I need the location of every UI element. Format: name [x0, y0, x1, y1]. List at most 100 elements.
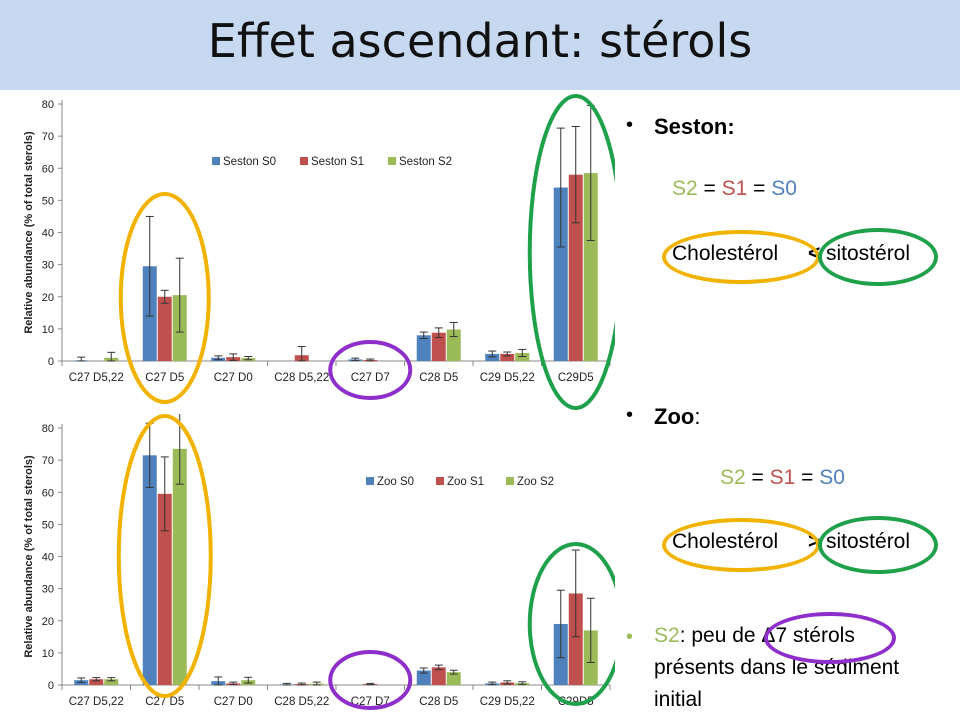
- zoo-eq-s1: S1: [769, 466, 796, 489]
- seston-legend-label: Seston S1: [311, 156, 364, 168]
- seston-legend-swatch: [388, 157, 396, 165]
- seston-y-tick-label: 30: [42, 260, 54, 272]
- seston-legend-label: Seston S2: [399, 156, 452, 168]
- zoo-heading-text: Zoo: [654, 404, 695, 429]
- seston-chart: 0 10 20 30 40 50 60 70 80 Relative abundance (% o…: [23, 94, 615, 410]
- seston-eq-sign1: =: [703, 177, 716, 200]
- zoo-c29d5-highlight-ring: [527, 542, 615, 706]
- zoo-x-tick-label: C27 D7: [351, 696, 390, 708]
- zoo-y-tick-label: 0: [48, 680, 54, 692]
- seston-y-tick-label: 10: [42, 324, 54, 336]
- seston-y-axis-label: Relative abundance (% of total sterols): [23, 131, 35, 334]
- seston-x-tick-label: C27 D7: [351, 372, 390, 384]
- zoo-legend-label: Zoo S2: [517, 476, 554, 488]
- zoo-eq-sign1: =: [751, 466, 764, 489]
- seston-x-tick-label: C27 D0: [214, 372, 253, 384]
- zoo-y-tick-label: 30: [42, 584, 54, 596]
- seston-c27d5-highlight-ring: [118, 192, 211, 404]
- zoo-bar: [431, 667, 446, 685]
- seston-x-tick-label: C28 D5,22: [274, 372, 329, 384]
- seston-eq-s1: S1: [721, 177, 748, 200]
- zoo-eq-s0: S0: [819, 466, 845, 489]
- zoo-bar: [157, 493, 172, 685]
- seston-bar: [416, 335, 431, 361]
- note-line3: initial: [654, 688, 702, 711]
- zoo-y-tick-label: 20: [42, 616, 54, 628]
- zoo-legend-swatch: [436, 477, 444, 485]
- seston-x-tick-label: C29D5: [558, 372, 594, 384]
- zoo-heading-colon: :: [694, 404, 701, 429]
- seston-bar: [157, 296, 172, 361]
- seston-y-tick-label: 60: [42, 163, 54, 175]
- zoo-cholesterol-ring: [662, 518, 820, 572]
- seston-bar: [485, 353, 500, 361]
- seston-bar: [500, 353, 515, 361]
- zoo-y-tick-label: 10: [42, 648, 54, 660]
- zoo-bar: [104, 679, 119, 685]
- seston-c27d7-highlight-ring: [328, 340, 413, 400]
- seston-bar: [568, 174, 583, 361]
- zoo-equation: S2 = S1 = S0: [720, 466, 845, 490]
- seston-x-tick-label: C29 D5,22: [480, 372, 535, 384]
- seston-heading: Seston:: [654, 114, 735, 139]
- zoo-y-tick-label: 80: [42, 423, 54, 435]
- zoo-eq-s2: S2: [720, 466, 746, 489]
- zoo-bullet: •: [626, 404, 634, 426]
- zoo-bar: [446, 672, 461, 685]
- seston-y-tick-label: 0: [48, 356, 54, 368]
- zoo-x-tick-label: C28 D5,22: [274, 696, 329, 708]
- seston-y-tick-label: 40: [42, 228, 54, 240]
- zoo-y-tick-label: 40: [42, 552, 54, 564]
- seston-eq-s0: S0: [771, 177, 797, 200]
- zoo-y-tick-label: 70: [42, 455, 54, 467]
- seston-sitosterol-ring: [818, 228, 938, 286]
- zoo-x-tick-label: C27 D5: [145, 696, 184, 708]
- seston-cholesterol-ring: [662, 230, 820, 284]
- seston-x-tick-label: C28 D5: [419, 372, 458, 384]
- slide-title: Effet ascendant: stérols: [207, 14, 753, 68]
- zoo-y-tick-label: 50: [42, 519, 54, 531]
- zoo-bar: [142, 455, 157, 685]
- zoo-legend-swatch: [366, 477, 374, 485]
- zoo-c27d7-highlight-ring: [328, 650, 413, 710]
- seston-y-tick-label: 80: [42, 99, 54, 111]
- seston-bullet: •: [626, 114, 634, 136]
- note-delta7-ring: [764, 612, 896, 664]
- zoo-eq-sign2: =: [801, 466, 814, 489]
- zoo-bar: [89, 679, 104, 685]
- note-bullet: •: [626, 626, 634, 648]
- seston-equation: S2 = S1 = S0: [672, 177, 797, 201]
- zoo-legend-label: Zoo S0: [377, 476, 414, 488]
- seston-y-tick-label: 20: [42, 292, 54, 304]
- seston-bar: [553, 187, 568, 361]
- zoo-chart: 0 10 20 30 40 50 60 70 80 Relative abundance (% o…: [23, 414, 615, 710]
- zoo-legend-swatch: [506, 477, 514, 485]
- seston-x-tick-label: C27 D5,22: [69, 372, 124, 384]
- zoo-heading: Zoo:: [654, 404, 700, 430]
- seston-x-tick-label: C27 D5: [145, 372, 184, 384]
- summary-panel: • Seston: S2 = S1 = S0 Cholestérol < sit…: [622, 100, 960, 720]
- seston-bar: [583, 173, 598, 361]
- zoo-c27d5-highlight-ring: [116, 414, 213, 698]
- seston-eq-s2: S2: [672, 177, 698, 200]
- zoo-x-tick-label: C27 D5,22: [69, 696, 124, 708]
- title-bar: [0, 0, 960, 90]
- note-text-before: : peu de: [679, 624, 762, 647]
- zoo-bar: [172, 448, 187, 685]
- zoo-y-axis-label: Relative abundance (% of total sterols): [23, 455, 35, 658]
- seston-c29d5-highlight-ring: [527, 94, 615, 410]
- zoo-y-tick-label: 60: [42, 487, 54, 499]
- seston-bar: [431, 332, 446, 361]
- zoo-bar: [416, 670, 431, 685]
- zoo-sitosterol-ring: [818, 516, 938, 574]
- seston-legend-swatch: [212, 157, 220, 165]
- zoo-x-tick-label: C27 D0: [214, 696, 253, 708]
- seston-bar: [446, 329, 461, 361]
- seston-legend-swatch: [300, 157, 308, 165]
- note-s2-label: S2: [654, 624, 680, 647]
- zoo-x-tick-label: C29 D5,22: [480, 696, 535, 708]
- seston-eq-sign2: =: [753, 177, 766, 200]
- seston-y-tick-label: 70: [42, 131, 54, 143]
- seston-y-tick-label: 50: [42, 195, 54, 207]
- zoo-legend-label: Zoo S1: [447, 476, 484, 488]
